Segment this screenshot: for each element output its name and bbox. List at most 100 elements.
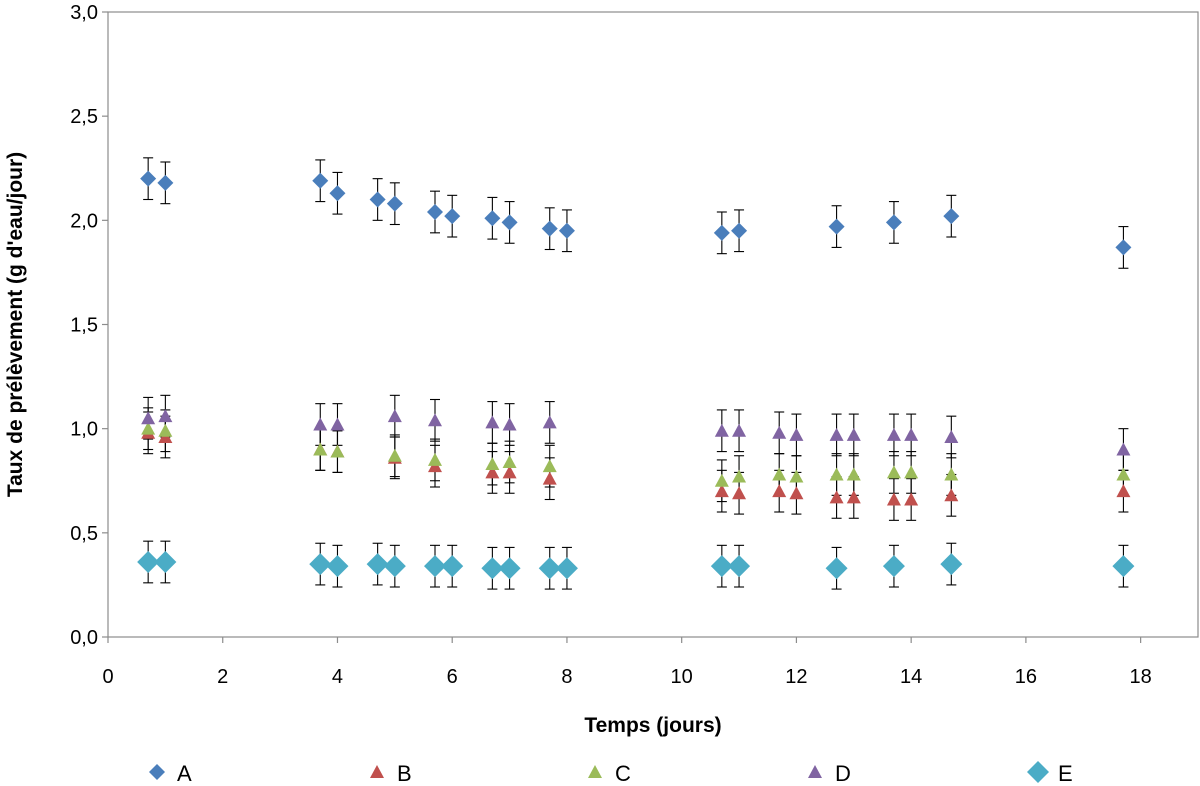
data-point-e bbox=[326, 555, 349, 578]
x-tick-label: 14 bbox=[900, 666, 922, 688]
y-axis-ticks: 0,0 0,5 1,0 1,5 2,0 2,5 3,0 bbox=[70, 2, 108, 649]
data-points bbox=[137, 170, 1135, 580]
legend-item-a: A bbox=[149, 761, 192, 786]
plot-frame bbox=[107, 11, 1199, 638]
data-point-a bbox=[386, 195, 403, 212]
data-point-c bbox=[330, 444, 345, 458]
data-point-c bbox=[772, 467, 787, 481]
data-point-a bbox=[312, 172, 329, 189]
data-point-c bbox=[428, 452, 442, 466]
data-point-d bbox=[789, 427, 804, 441]
data-point-a bbox=[444, 208, 461, 225]
y-tick-label: 1,5 bbox=[70, 315, 98, 337]
data-point-b bbox=[789, 486, 804, 500]
data-point-c bbox=[846, 467, 861, 481]
data-point-d bbox=[330, 417, 345, 431]
y-tick-label: 0,5 bbox=[70, 523, 98, 545]
data-point-d bbox=[944, 430, 959, 443]
x-axis-title: Temps (jours) bbox=[584, 714, 721, 737]
data-point-c bbox=[714, 473, 729, 487]
data-point-c bbox=[789, 469, 804, 483]
data-point-d bbox=[904, 427, 919, 441]
legend-label: E bbox=[1058, 761, 1073, 786]
data-point-d bbox=[772, 425, 787, 439]
data-point-c bbox=[944, 467, 959, 481]
x-tick-label: 10 bbox=[671, 666, 693, 688]
data-point-b bbox=[732, 486, 747, 500]
x-tick-label: 4 bbox=[332, 666, 343, 688]
data-point-a bbox=[484, 210, 501, 227]
data-point-d bbox=[502, 417, 517, 431]
data-point-b bbox=[485, 465, 500, 479]
data-point-b bbox=[904, 492, 919, 506]
data-point-a bbox=[369, 191, 386, 208]
data-point-d bbox=[732, 423, 747, 437]
data-point-d bbox=[158, 409, 173, 423]
legend-label: C bbox=[615, 761, 631, 786]
data-point-b bbox=[944, 488, 959, 502]
data-point-b bbox=[502, 465, 517, 479]
data-point-c bbox=[732, 469, 747, 483]
data-point-a bbox=[558, 222, 575, 239]
x-tick-label: 8 bbox=[561, 666, 572, 688]
data-point-e bbox=[366, 553, 389, 576]
data-point-a bbox=[713, 224, 730, 241]
legend-label: A bbox=[177, 761, 192, 786]
y-tick-label: 2,0 bbox=[70, 210, 98, 232]
y-tick-label: 1,0 bbox=[70, 419, 98, 441]
y-axis-title: Taux de prélèvement (g d'eau/jour) bbox=[4, 152, 27, 497]
data-point-c bbox=[387, 448, 402, 462]
legend-marker bbox=[370, 765, 384, 778]
data-point-d bbox=[1116, 442, 1131, 456]
y-tick-label: 2,5 bbox=[70, 106, 98, 128]
data-point-d bbox=[714, 423, 729, 437]
data-point-e bbox=[825, 557, 848, 580]
y-tick-label: 0,0 bbox=[70, 627, 98, 649]
data-point-b bbox=[846, 490, 861, 504]
data-point-b bbox=[714, 484, 729, 498]
data-point-a bbox=[501, 214, 518, 231]
data-point-c bbox=[313, 442, 328, 456]
data-point-a bbox=[157, 174, 174, 191]
data-point-c bbox=[904, 465, 919, 479]
data-point-c bbox=[1116, 467, 1131, 481]
data-point-a bbox=[140, 170, 157, 187]
data-point-e bbox=[481, 557, 504, 580]
data-point-e bbox=[383, 555, 406, 578]
legend-marker bbox=[808, 765, 822, 778]
error-bars bbox=[143, 157, 1129, 590]
data-point-e bbox=[441, 555, 464, 578]
x-axis-ticks: 0 2 4 6 8 10 12 14 16 18 bbox=[102, 637, 1152, 688]
y-tick-label: 3,0 bbox=[70, 2, 98, 24]
x-tick-label: 12 bbox=[785, 666, 807, 688]
data-point-d bbox=[886, 427, 901, 441]
data-point-b bbox=[886, 492, 901, 506]
x-tick-label: 18 bbox=[1130, 666, 1152, 688]
legend-item-b: B bbox=[370, 761, 412, 786]
legend-item-d: D bbox=[808, 761, 851, 786]
legend-item-c: C bbox=[588, 761, 631, 786]
data-point-c bbox=[158, 423, 173, 437]
legend-marker bbox=[1027, 761, 1049, 783]
data-point-d bbox=[141, 411, 156, 425]
data-point-e bbox=[728, 555, 751, 578]
x-tick-label: 16 bbox=[1015, 666, 1037, 688]
data-point-b bbox=[542, 471, 557, 485]
data-point-d bbox=[387, 409, 402, 423]
data-point-d bbox=[542, 415, 557, 429]
data-point-c bbox=[542, 459, 557, 473]
data-point-c bbox=[502, 455, 517, 468]
data-point-a bbox=[943, 208, 960, 225]
data-point-b bbox=[829, 490, 844, 504]
data-point-d bbox=[428, 413, 442, 427]
data-point-c bbox=[886, 465, 901, 479]
data-point-d bbox=[829, 427, 844, 441]
legend-marker bbox=[588, 765, 602, 778]
data-point-e bbox=[498, 557, 521, 580]
data-point-d bbox=[313, 417, 328, 431]
legend-label: B bbox=[397, 761, 412, 786]
data-point-c bbox=[485, 457, 500, 471]
data-point-a bbox=[731, 222, 748, 239]
legend: A B C D E bbox=[149, 761, 1073, 786]
